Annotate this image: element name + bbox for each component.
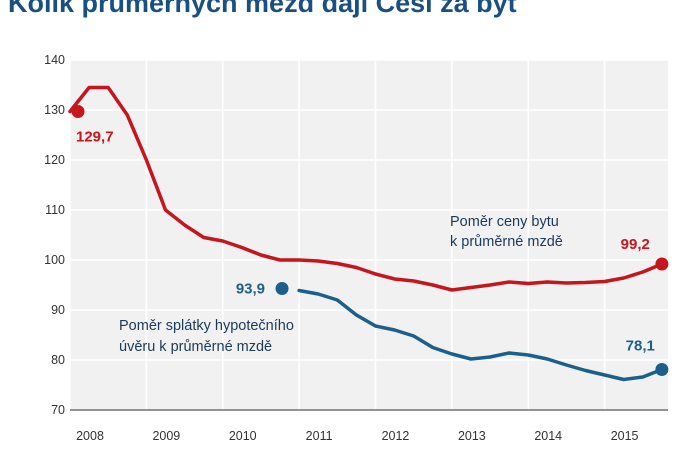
x-tick-label: 2015	[611, 429, 639, 443]
line-chart: 70 80 90 100 110 120 130 140 2008 2009 2010 2011 201…	[44, 53, 669, 443]
end-point-splatka-hypoteky	[655, 363, 669, 376]
y-tick-label: 80	[51, 353, 65, 367]
data-label-start-cena-bytu: 129,7	[76, 129, 114, 146]
end-point-cena-bytu	[655, 257, 669, 271]
x-tick-label: 2014	[534, 429, 562, 443]
x-tick-label: 2008	[76, 429, 104, 443]
x-tick-label: 2013	[458, 429, 486, 443]
y-tick-label: 130	[44, 103, 65, 117]
y-tick-label: 110	[45, 203, 65, 217]
y-tick-label: 140	[44, 53, 65, 67]
annotation-cena-bytu-line1: Poměr ceny bytu	[450, 214, 559, 230]
series-line-splatka-hypoteky	[297, 288, 664, 382]
chart-panel: 70 80 90 100 110 120 130 140 2008 2009 2010 2011 201…	[0, 38, 688, 459]
plot-area	[70, 60, 668, 410]
annotation-cena-bytu-line2: k průměrné mzdě	[450, 234, 563, 250]
annotation-splatka-hypoteky-line1: Poměr splátky hypotečního	[119, 318, 294, 334]
x-tick-label: 2011	[306, 429, 333, 443]
series-line-cena-bytu	[68, 85, 664, 292]
data-label-start-splatka-hypoteky: 93,9	[236, 281, 265, 298]
y-tick-label: 100	[44, 253, 65, 267]
x-tick-label: 2009	[152, 429, 180, 443]
start-point-cena-bytu	[71, 105, 85, 118]
data-label-end-splatka-hypoteky: 78,1	[626, 338, 655, 355]
y-tick-label: 70	[51, 403, 65, 417]
chart-title: Kolik průměrných mezd dají Češi za byt	[8, 0, 517, 18]
annotation-splatka-hypoteky-line2: úvěru k průměrné mzdě	[119, 339, 272, 355]
y-tick-label: 90	[51, 303, 65, 317]
x-tick-label: 2010	[229, 429, 257, 443]
x-tick-label: 2012	[382, 429, 410, 443]
start-point-splatka-hypoteky	[275, 282, 289, 295]
data-label-end-cena-bytu: 99,2	[621, 236, 650, 253]
y-tick-label: 120	[44, 153, 65, 167]
